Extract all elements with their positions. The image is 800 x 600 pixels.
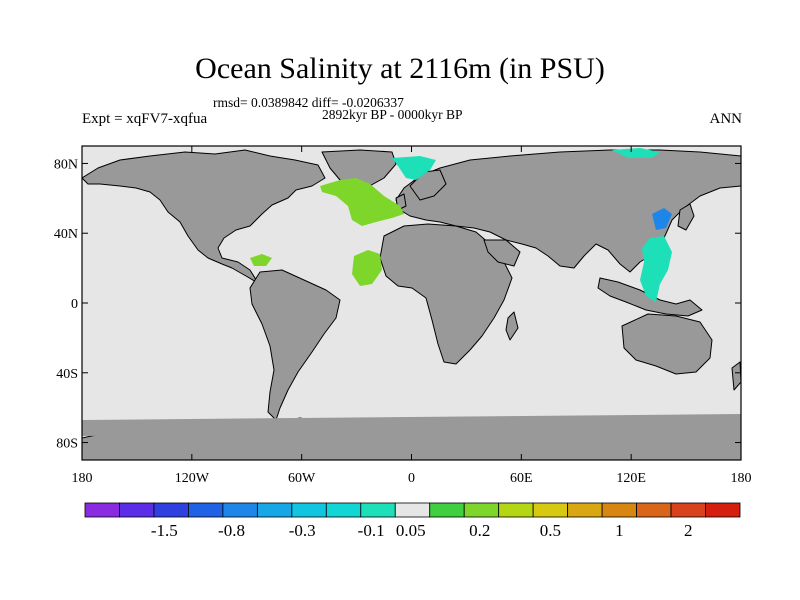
colorbar-swatch bbox=[256, 502, 293, 518]
colorbar-label: -0.3 bbox=[289, 521, 316, 540]
colorbar-swatch bbox=[567, 502, 603, 518]
colorbar-swatch bbox=[636, 502, 672, 518]
colorbar-swatch bbox=[601, 502, 637, 518]
colorbar-swatch bbox=[222, 502, 258, 518]
west-pacific-negative bbox=[640, 236, 672, 302]
tropical-atlantic-positive bbox=[352, 250, 382, 286]
colorbar-swatch bbox=[429, 502, 465, 518]
lon-label: 60W bbox=[288, 471, 316, 486]
colorbar-label: -1.5 bbox=[151, 521, 178, 540]
colorbar-swatch bbox=[670, 502, 706, 518]
colorbar-label: 0.5 bbox=[540, 521, 561, 540]
colorbar-swatch bbox=[84, 502, 120, 518]
colorbar-swatch bbox=[463, 502, 500, 518]
lat-label: 0 bbox=[71, 297, 78, 312]
experiment-label: Expt = xqFV7-xqfua bbox=[82, 111, 208, 127]
caribbean-positive bbox=[250, 254, 272, 266]
colorbar-swatch bbox=[705, 502, 741, 518]
arctic-negative bbox=[612, 148, 660, 158]
colorbar-swatch bbox=[119, 502, 155, 518]
colorbar-swatch bbox=[532, 502, 569, 518]
colorbar-swatch bbox=[153, 502, 189, 518]
rmsd-diff-stats: rmsd= 0.0389842 diff= -0.0206337 bbox=[213, 95, 404, 110]
colorbar-label: 2 bbox=[684, 521, 693, 540]
colorbar-label: -0.1 bbox=[358, 521, 385, 540]
lat-label: 40S bbox=[56, 367, 78, 382]
colorbar-label: -0.8 bbox=[218, 521, 245, 540]
southern-land-shelf bbox=[82, 414, 741, 436]
japan-sea-negative bbox=[652, 208, 672, 230]
season-label: ANN bbox=[709, 111, 743, 127]
lon-label: 120E bbox=[616, 471, 646, 486]
lon-label: 120W bbox=[175, 471, 210, 486]
africa bbox=[379, 223, 513, 365]
map-title: Ocean Salinity at 2116m (in PSU) bbox=[195, 52, 605, 85]
lat-label: 40N bbox=[54, 227, 78, 242]
lon-label: 0 bbox=[408, 471, 415, 486]
south-america bbox=[249, 269, 341, 421]
australia bbox=[621, 313, 713, 375]
colorbar: -1.5 -0.8 -0.3 -0.1 0.05 0.2 0.5 1 2 bbox=[84, 502, 741, 540]
lon-label: 180 bbox=[731, 471, 752, 486]
colorbar-label: 1 bbox=[615, 521, 624, 540]
lon-label: 60E bbox=[510, 471, 533, 486]
salinity-anomaly-patches bbox=[250, 148, 672, 302]
colorbar-swatch bbox=[291, 502, 327, 518]
latitude-axis: 80N 40N 0 40S 80S bbox=[54, 157, 741, 452]
arabia bbox=[483, 239, 521, 267]
lat-label: 80N bbox=[54, 157, 78, 172]
longitude-axis: 180 120W 60W 0 60E 120E 180 bbox=[72, 146, 752, 486]
lat-label: 80S bbox=[56, 437, 78, 452]
colorbar-label: 0.2 bbox=[469, 521, 490, 540]
colorbar-swatch bbox=[360, 502, 396, 518]
colorbar-swatch bbox=[394, 502, 431, 518]
colorbar-swatch bbox=[188, 502, 224, 518]
time-period-label: 2892kyr BP - 0000kyr BP bbox=[322, 107, 463, 122]
colorbar-swatch bbox=[498, 502, 534, 518]
new-zealand bbox=[731, 361, 741, 391]
lon-label: 180 bbox=[72, 471, 93, 486]
madagascar bbox=[505, 311, 519, 341]
land-masses bbox=[82, 149, 741, 460]
north-america bbox=[82, 149, 326, 284]
north-atlantic-positive bbox=[320, 178, 404, 226]
nordic-seas-negative bbox=[392, 156, 436, 180]
colorbar-swatch bbox=[325, 502, 362, 518]
colorbar-label: 0.05 bbox=[396, 521, 426, 540]
japan bbox=[677, 203, 695, 231]
